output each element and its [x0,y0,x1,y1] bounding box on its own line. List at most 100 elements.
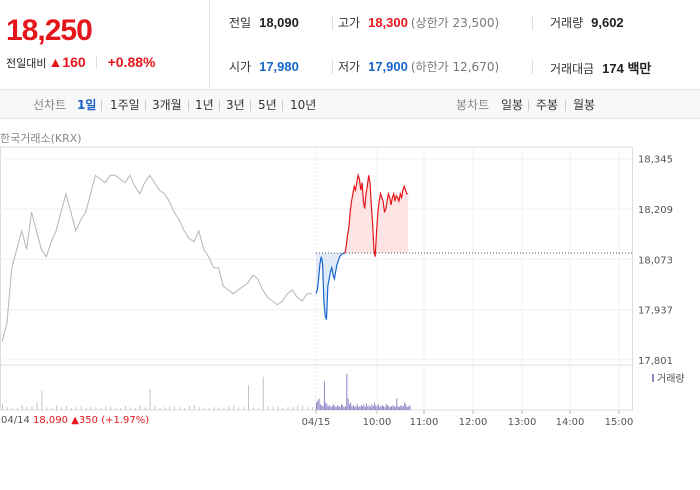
x-tick-label: 15:00 [605,417,634,428]
change-value: 160 [62,54,86,70]
volume-bar [395,407,396,410]
x-tick-label: 11:00 [410,417,439,428]
volume-bar [409,405,411,411]
volume-bar [41,391,43,410]
volume-bar [26,407,28,410]
volume-bar [331,406,333,410]
volume-bar [31,406,33,410]
change-percent: +0.88% [107,54,156,70]
tab-10y[interactable]: 10년 [290,98,317,112]
volume-bar [350,402,352,410]
volume-bar [203,408,205,410]
volume-bar [169,406,171,410]
volume-bar [339,407,341,410]
volume-bar [208,408,210,410]
prev-day-change: 350 [78,415,98,426]
volume-bar [307,407,309,410]
volume-bar [144,407,146,410]
up-arrow-icon: ▲ [48,54,63,70]
volume-bar [341,404,342,410]
volume-bar [358,407,360,410]
current-price: 18,250 [6,14,93,47]
prev-day-date: 04/14 [1,415,30,426]
volume-bar [248,385,249,410]
volume-bar [338,406,340,410]
price-box: 18,250 전일대비 ▲160 +0.88% [0,0,210,90]
volume-bar [272,407,274,410]
tab-monthly[interactable]: 월봉 [573,98,596,112]
volume-bar [253,407,254,410]
volume-bar [257,408,259,410]
volume-bar [129,407,131,410]
volume-bar [364,407,366,410]
tab-daily[interactable]: 일봉 [501,98,524,112]
stat-low: 저가 17,900 (하한가 12,670) [338,59,500,74]
quote-header: 18,250 전일대비 ▲160 +0.88% 전일 18,090 고가 18,300… [0,0,700,90]
volume-bar [282,408,284,410]
x-tick-label: 12:00 [459,417,488,428]
volume-legend-label: 거래량 [657,373,685,385]
y-tick-label: 18,209 [638,205,673,216]
volume-bar [371,404,373,410]
volume-bar [319,404,321,410]
volume-bar [193,405,195,411]
volume-bar [2,404,3,410]
volume-bar [388,406,390,410]
volume-bar [375,405,377,411]
volume-bar [70,408,72,410]
x-tick-label: 13:00 [508,417,537,428]
volume-bar [105,406,107,410]
volume-bar [6,407,8,410]
tab-1y[interactable]: 1년 [195,98,214,112]
volume-bar [292,407,294,410]
volume-bar [372,406,374,410]
tab-5y[interactable]: 5년 [258,98,277,112]
volume-bar [404,402,406,410]
volume-bar [312,407,313,410]
volume-bar [223,408,225,410]
volume-bar [243,407,245,410]
volume-bar [56,405,58,411]
volume-bar [354,407,356,410]
volume-bar [400,405,402,411]
stat-volume: 거래량 9,602 [550,15,624,30]
volume-bar [356,404,358,410]
prev-day-pct: (+1.97%) [101,415,150,426]
volume-bar [228,406,230,410]
volume-bar [359,406,361,410]
volume-bar [406,407,408,410]
volume-bar [51,408,53,410]
tab-weekly[interactable]: 주봉 [536,98,559,112]
volume-bar [297,405,299,411]
volume-bar [383,406,385,410]
volume-bar [189,406,190,410]
volume-bar [174,407,176,410]
tab-3m[interactable]: 3개월 [152,98,182,112]
volume-bar [347,398,349,410]
tab-1w[interactable]: 1주일 [110,98,140,112]
volume-bar [384,407,386,410]
volume-bar [367,406,369,410]
tab-1d[interactable]: 1일 [77,98,97,112]
volume-bar [218,407,220,410]
volume-bar [120,408,122,410]
volume-bar [66,406,67,410]
volume-bar [321,405,323,411]
volume-bar [325,402,327,410]
y-tick-label: 18,345 [638,155,673,166]
candle-chart-label: 봉차트 [456,98,490,112]
prev-day-line [1,174,312,342]
tab-3y[interactable]: 3년 [226,98,245,112]
volume-bar [334,406,336,410]
volume-bar [387,405,389,411]
change-label: 전일대비 [6,57,47,70]
volume-bar [115,408,117,410]
volume-bar [366,403,367,410]
volume-bar [318,398,320,410]
volume-bar [398,407,400,410]
volume-bar [377,404,379,410]
volume-bar [125,406,126,410]
volume-bar [316,402,317,410]
volume-bar [376,406,378,410]
